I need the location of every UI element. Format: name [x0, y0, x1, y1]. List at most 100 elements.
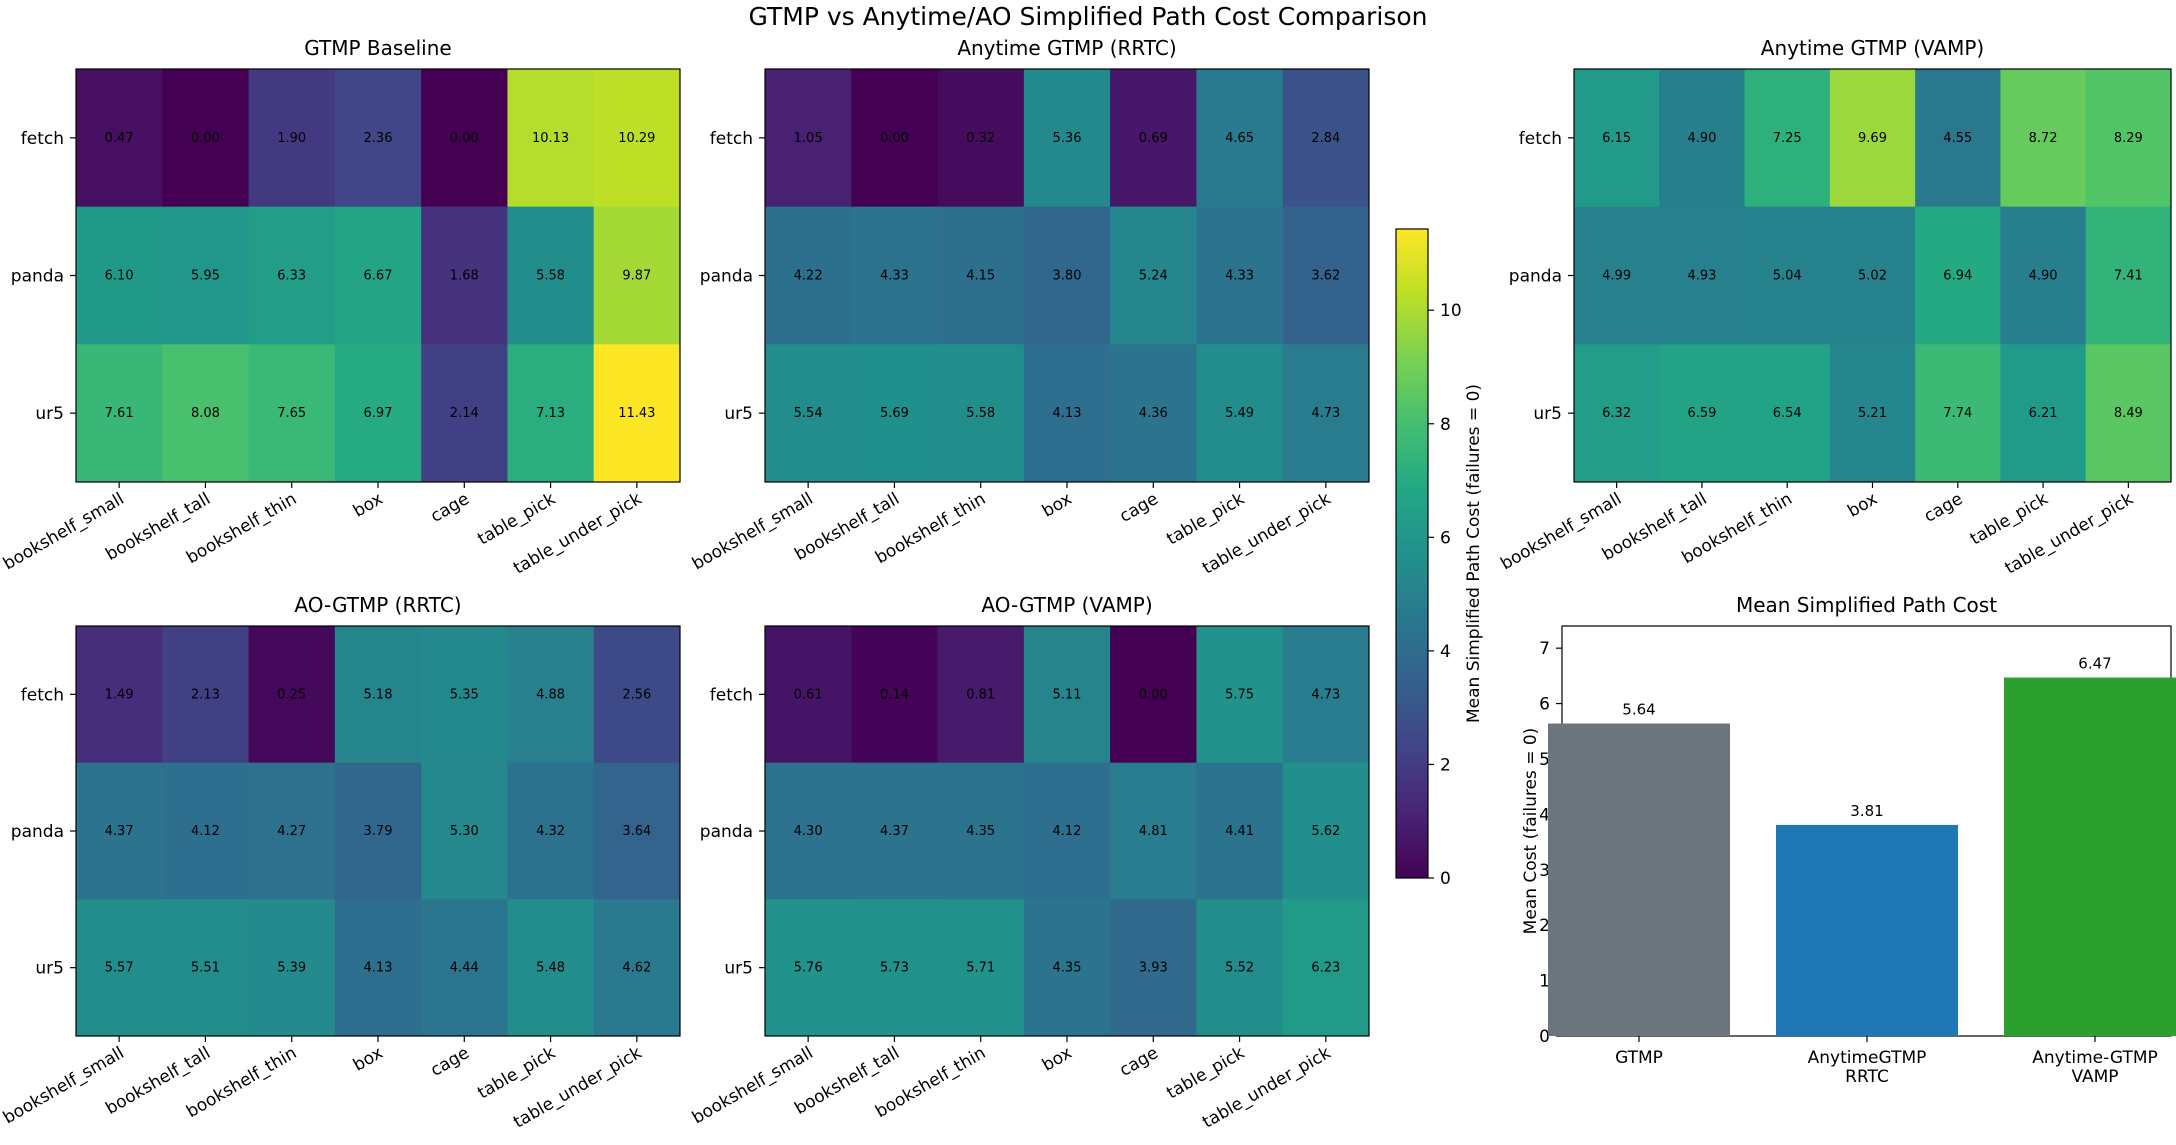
heatmap-cell	[76, 626, 163, 764]
heatmap-cell	[2085, 206, 2172, 345]
cell-value-label: 4.33	[880, 269, 909, 284]
heatmap-cell	[76, 344, 163, 483]
heatmap-cell	[76, 206, 163, 345]
cell-value-label: 5.11	[1053, 687, 1082, 702]
cell-value-label: 4.62	[622, 961, 651, 976]
cell-value-label: 4.12	[1053, 824, 1082, 839]
colorbar-label: Mean Simplified Path Cost (failures = 0)	[1464, 384, 1484, 723]
heatmap-cell	[1110, 762, 1197, 900]
y-tick-label: fetch	[21, 129, 64, 149]
cell-value-label: 6.54	[1773, 406, 1802, 421]
heatmap-5: AO-GTMP (VAMP) 0.61 0.14 0.81 5.11 0.00 5.75 4.…	[689, 593, 1370, 1133]
heatmap-cell	[1282, 69, 1370, 208]
heatmap-cell	[1282, 762, 1370, 900]
colorbar-tick-label: 6	[1440, 528, 1451, 548]
heatmap-cell	[1829, 344, 1916, 483]
heatmap-cell	[1196, 206, 1284, 345]
y-tick-label: fetch	[710, 129, 753, 149]
heatmap-cell	[1110, 206, 1197, 345]
cell-value-label: 4.73	[1311, 687, 1340, 702]
cell-value-label: 4.88	[536, 687, 565, 702]
heatmap-title: AO-GTMP (RRTC)	[294, 593, 461, 617]
heatmap-cell	[1110, 899, 1197, 1037]
heatmap-cell	[248, 899, 336, 1037]
heatmap-cell	[421, 899, 508, 1037]
cell-value-label: 4.81	[1139, 824, 1168, 839]
cell-value-label: 7.25	[1773, 131, 1802, 146]
heatmap-cell	[507, 626, 595, 764]
heatmap-cell	[162, 69, 250, 208]
cell-value-label: 4.55	[1943, 131, 1972, 146]
x-tick-label: cage	[1116, 1043, 1162, 1081]
cell-value-label: 5.57	[105, 961, 134, 976]
colorbar-tick-label: 8	[1440, 415, 1451, 435]
cell-value-label: 4.65	[1225, 131, 1254, 146]
x-tick-label: box	[1039, 489, 1076, 522]
cell-value-label: 0.69	[1139, 131, 1168, 146]
heatmap-cell	[162, 762, 250, 900]
heatmap-cell	[1196, 626, 1284, 764]
x-tick-label: cage	[1921, 489, 1967, 527]
bar	[1776, 824, 1958, 1036]
x-tick-label: bookshelf_small	[689, 489, 817, 574]
heatmap-cell	[507, 69, 595, 208]
heatmap-cell	[2000, 69, 2087, 208]
heatmap-cell	[76, 762, 163, 900]
y-tick-label: 4	[1539, 805, 1550, 825]
heatmap-cell	[937, 899, 1025, 1037]
heatmap-cell	[1110, 626, 1197, 764]
heatmap-cell	[1023, 626, 1111, 764]
heatmap-cell	[1744, 69, 1831, 208]
y-tick-label: fetch	[21, 685, 64, 705]
cell-value-label: 4.22	[794, 269, 823, 284]
cell-value-label: 8.49	[2114, 406, 2143, 421]
x-tick-label: box	[350, 1043, 387, 1076]
cell-value-label: 5.75	[1225, 687, 1254, 702]
cell-value-label: 0.00	[450, 131, 479, 146]
heatmap-cell	[248, 762, 336, 900]
cell-value-label: 4.90	[2029, 269, 2058, 284]
cell-value-label: 5.54	[794, 406, 823, 421]
cell-value-label: 4.73	[1311, 406, 1340, 421]
cell-value-label: 6.33	[277, 269, 306, 284]
heatmap-cell	[421, 626, 508, 764]
heatmap-cell	[851, 899, 939, 1037]
heatmap-cell	[1023, 899, 1111, 1037]
y-tick-label: fetch	[1519, 129, 1562, 149]
cell-value-label: 6.15	[1602, 131, 1631, 146]
cell-value-label: 5.02	[1858, 269, 1887, 284]
heatmap-cell	[162, 344, 250, 483]
heatmap-cell	[937, 344, 1025, 483]
y-tick-label: 5	[1539, 750, 1550, 770]
cell-value-label: 8.72	[2029, 131, 2058, 146]
heatmap-cell	[593, 344, 681, 483]
colorbar-tick-label: 2	[1440, 755, 1451, 775]
cell-value-label: 3.79	[364, 824, 393, 839]
heatmap-cell	[1282, 344, 1370, 483]
cell-value-label: 7.13	[536, 406, 565, 421]
heatmap-cell	[334, 69, 422, 208]
cell-value-label: 5.49	[1225, 406, 1254, 421]
x-tick-label: box	[1039, 1043, 1076, 1076]
cell-value-label: 0.61	[794, 687, 823, 702]
cell-value-label: 6.59	[1687, 406, 1716, 421]
heatmap-cell	[1574, 206, 1660, 345]
colorbar-tick-label: 0	[1440, 869, 1451, 889]
heatmap-cell	[1659, 69, 1746, 208]
heatmap-cell	[765, 69, 852, 208]
cell-value-label: 0.14	[880, 687, 909, 702]
heatmap-cell	[765, 206, 852, 345]
cell-value-label: 4.93	[1687, 269, 1716, 284]
x-tick-label: RRTC	[1845, 1067, 1889, 1087]
colorbar-tick-label: 4	[1440, 642, 1451, 662]
cell-value-label: 5.52	[1225, 961, 1254, 976]
heatmap-cell	[1659, 206, 1746, 345]
heatmap-cell	[765, 762, 852, 900]
cell-value-label: 5.36	[1053, 131, 1082, 146]
cell-value-label: 1.90	[277, 131, 306, 146]
cell-value-label: 3.80	[1053, 269, 1082, 284]
bar-chart-title: Mean Simplified Path Cost	[1736, 593, 1997, 617]
colorbar-tick-label: 10	[1440, 301, 1462, 321]
cell-value-label: 5.62	[1311, 824, 1340, 839]
